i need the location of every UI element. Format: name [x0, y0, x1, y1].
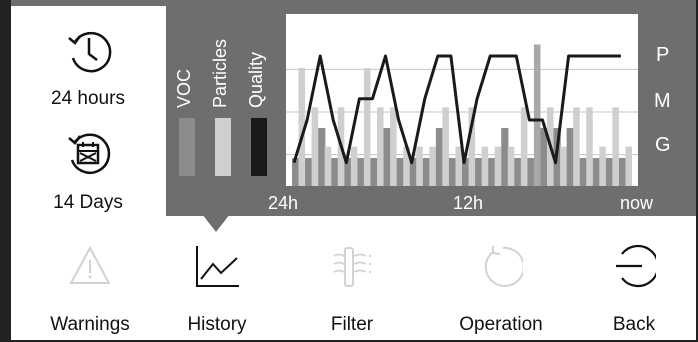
bar-particles: [390, 107, 397, 186]
bar-particles: [442, 107, 449, 186]
bar-particles: [586, 107, 593, 186]
bar-particles: [599, 146, 606, 186]
bar-particles: [298, 68, 306, 186]
bar-voc: [448, 158, 457, 186]
bar-particles: [612, 107, 619, 186]
nav-warnings-label: Warnings: [50, 314, 130, 335]
period-24-hours[interactable]: 24 hours: [18, 26, 158, 116]
bar-particles: [455, 146, 462, 186]
quality-line: [292, 54, 621, 165]
bar-voc: [501, 128, 509, 186]
level-label-m: M: [654, 90, 671, 112]
nav-filter-label: Filter: [330, 314, 374, 335]
bar-voc: [357, 158, 365, 186]
bar-voc: [618, 158, 627, 186]
bar-particles: [429, 146, 436, 186]
refresh-icon: [484, 246, 523, 287]
period-24-hours-label: 24 hours: [51, 88, 125, 109]
bar-voc: [396, 158, 404, 186]
level-label-g: G: [655, 134, 671, 156]
period-14-days[interactable]: 14 Days: [18, 128, 158, 218]
chart-line-icon: [196, 246, 239, 287]
bar-particles: [403, 146, 410, 186]
bar-voc: [514, 158, 522, 186]
bar-particles: [533, 44, 541, 186]
bar-voc: [370, 158, 378, 186]
panel-pointer: [202, 214, 230, 232]
bar-particles: [560, 146, 567, 186]
bar-voc: [318, 128, 326, 186]
bar-particles: [416, 146, 423, 186]
screen-left-edge: [0, 0, 11, 342]
bar-voc: [331, 158, 339, 186]
nav-back-label: Back: [612, 314, 656, 335]
level-label-p: P: [656, 44, 670, 66]
calendar-history-icon: [68, 133, 111, 174]
bar-voc: [409, 158, 417, 186]
legend-voc-swatch: [179, 118, 195, 176]
warning-icon: [69, 245, 111, 284]
bar-voc: [344, 158, 352, 186]
nav-history-button[interactable]: History: [157, 236, 277, 336]
bar-voc: [566, 128, 574, 186]
bar-voc: [579, 158, 587, 186]
nav-back-button[interactable]: Back: [574, 236, 694, 336]
history-chart-plot: [286, 44, 638, 186]
bar-voc: [435, 128, 444, 186]
bar-particles: [311, 107, 319, 186]
bar-particles: [573, 107, 580, 186]
bar-particles: [481, 146, 489, 186]
bar-voc: [422, 158, 430, 186]
nav-warnings-button[interactable]: Warnings: [30, 236, 150, 336]
bar-voc: [475, 158, 483, 186]
bar-voc: [462, 158, 470, 186]
bar-voc: [527, 158, 535, 186]
bar-voc: [488, 158, 496, 186]
bar-voc: [540, 128, 548, 186]
legend-quality-swatch: [251, 118, 267, 176]
bar-voc: [305, 158, 313, 186]
nav-history-label: History: [187, 314, 247, 335]
nav-operation-button[interactable]: Operation: [441, 236, 561, 336]
bar-particles: [350, 146, 358, 186]
bar-voc: [292, 158, 300, 186]
bar-voc: [605, 158, 614, 186]
bar-particles: [507, 146, 515, 186]
bar-particles: [494, 146, 502, 186]
bar-particles: [520, 107, 528, 186]
bar-particles: [363, 68, 371, 186]
bar-particles: [377, 107, 384, 186]
x-tick-12h: 12h: [453, 193, 484, 213]
bar-voc: [383, 128, 391, 186]
history-chart: [286, 14, 638, 186]
clock-history-icon: [68, 31, 112, 73]
bar-voc: [592, 158, 600, 186]
bar-particles: [324, 146, 332, 186]
back-icon: [616, 244, 656, 288]
panel-top-edge: [0, 0, 698, 6]
x-tick-24h: 24h: [268, 193, 299, 213]
bar-particles: [625, 146, 632, 186]
legend-particles-swatch: [215, 118, 231, 176]
x-tick-now: now: [620, 193, 654, 213]
filter-icon: [333, 247, 372, 287]
bar-particles: [468, 107, 476, 186]
period-14-days-label: 14 Days: [53, 192, 123, 213]
nav-operation-label: Operation: [459, 314, 543, 335]
nav-filter-button[interactable]: Filter: [292, 236, 412, 336]
